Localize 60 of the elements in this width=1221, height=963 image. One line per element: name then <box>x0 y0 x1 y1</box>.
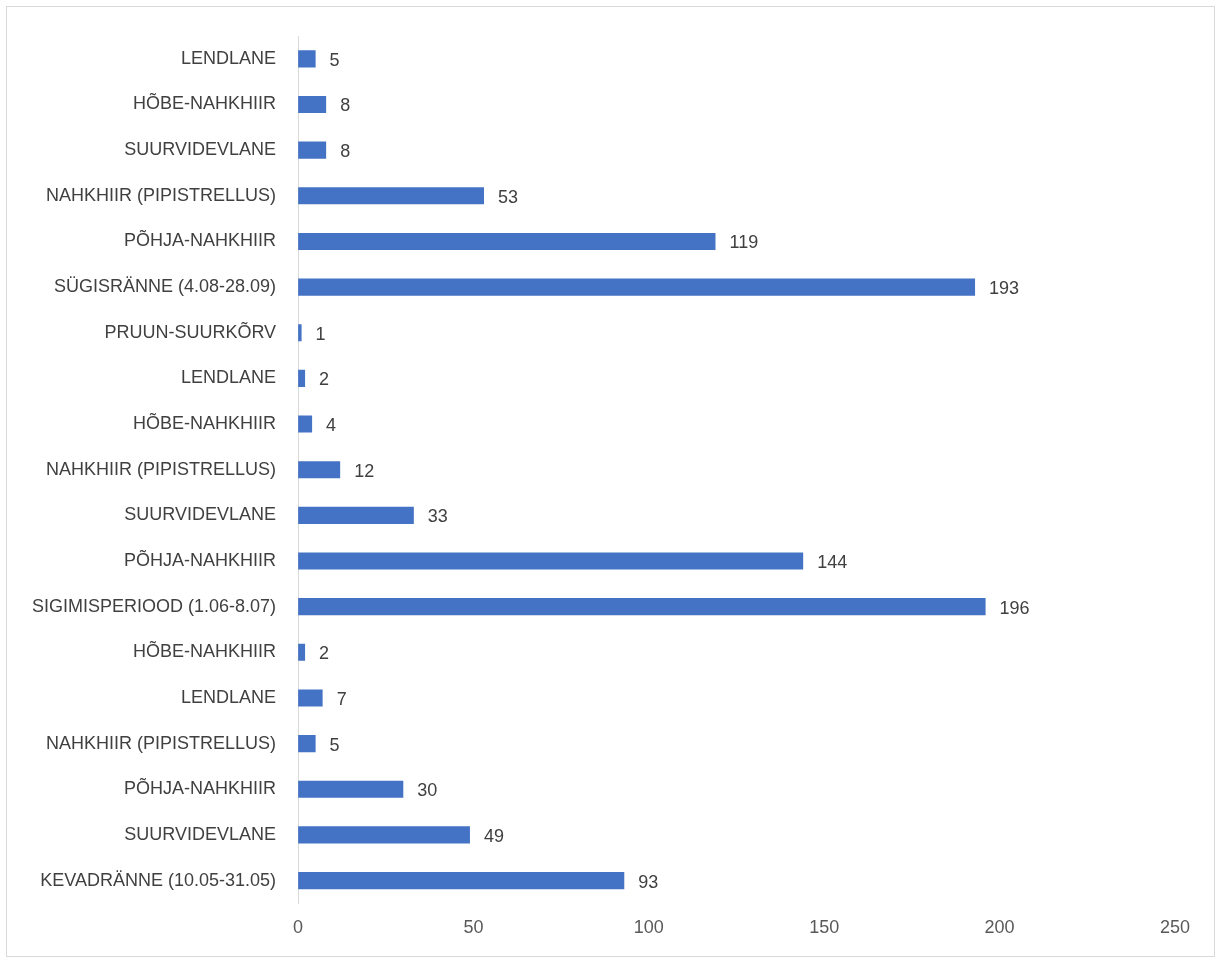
y-tick-label: SÜGISRÄNNE (4.08-28.09) <box>53 276 277 297</box>
y-tick-label: PÕHJA-NAHKHIIR <box>124 229 277 251</box>
y-tick-label: HÕBE-NAHKHIIR <box>133 640 277 662</box>
data-label: 53 <box>497 186 519 207</box>
x-tick-label: 250 <box>1159 917 1191 938</box>
y-tick-label: PÕHJA-NAHKHIIR <box>124 777 277 799</box>
y-tick-label: KEVADRÄNNE (10.05-31.05) <box>40 869 277 890</box>
bar <box>298 689 323 707</box>
bar <box>298 95 327 114</box>
y-tick-label: SUURVIDEVLANE <box>124 823 277 844</box>
data-label: 30 <box>417 780 438 801</box>
bar <box>298 278 976 296</box>
y-tick-label: SIGIMISPERIOOD (1.06-8.07) <box>31 595 277 616</box>
data-label: 196 <box>999 597 1030 618</box>
data-label: 49 <box>483 825 504 846</box>
bar <box>298 50 316 68</box>
data-label: 5 <box>329 49 340 70</box>
bar <box>298 141 327 159</box>
y-tick-label: PRUUN-SUURKÕRV <box>104 320 277 342</box>
x-tick-label: 150 <box>809 917 840 938</box>
y-tick-label: NAHKHIIR (PIPISTRELLUS) <box>46 458 277 479</box>
data-label: 144 <box>817 551 848 572</box>
y-tick-label: SUURVIDEVLANE <box>124 139 277 160</box>
y-tick-label: HÕBE-NAHKHIIR <box>133 92 277 114</box>
data-label: 5 <box>329 734 340 755</box>
x-tick-label: 50 <box>463 917 484 938</box>
data-label: 7 <box>336 688 347 709</box>
data-label: 12 <box>354 460 375 481</box>
bar <box>298 461 341 479</box>
y-tick-label: PÕHJA-NAHKHIIR <box>124 548 277 570</box>
y-tick-label: SUURVIDEVLANE <box>124 504 277 525</box>
y-tick-label: NAHKHIIR (PIPISTRELLUS) <box>46 184 277 205</box>
y-tick-label: LENDLANE <box>181 367 277 388</box>
bar <box>298 735 316 753</box>
bar <box>298 598 986 616</box>
y-tick-label: HÕBE-NAHKHIIR <box>133 412 277 434</box>
data-label: 2 <box>319 643 330 664</box>
data-label: 93 <box>638 871 659 892</box>
data-label: 119 <box>729 232 759 253</box>
data-label: 193 <box>989 278 1020 299</box>
bar <box>298 506 414 524</box>
x-tick-label: 0 <box>293 917 304 938</box>
bar <box>298 415 313 433</box>
x-tick-label: 100 <box>633 917 664 938</box>
data-label: 33 <box>427 506 448 527</box>
bar <box>298 187 484 205</box>
bar <box>298 872 625 890</box>
data-label: 8 <box>340 95 351 116</box>
y-tick-label: LENDLANE <box>181 47 277 68</box>
bar <box>298 232 716 250</box>
x-tick-label: 200 <box>984 917 1015 938</box>
y-tick-label: LENDLANE <box>181 686 277 707</box>
bar <box>298 780 404 798</box>
data-label: 8 <box>340 141 351 162</box>
data-label: 1 <box>315 323 326 344</box>
bar <box>298 552 804 570</box>
y-tick-label: NAHKHIIR (PIPISTRELLUS) <box>46 732 277 753</box>
bar <box>298 826 470 844</box>
data-label: 4 <box>326 415 337 436</box>
data-label: 2 <box>319 369 330 390</box>
